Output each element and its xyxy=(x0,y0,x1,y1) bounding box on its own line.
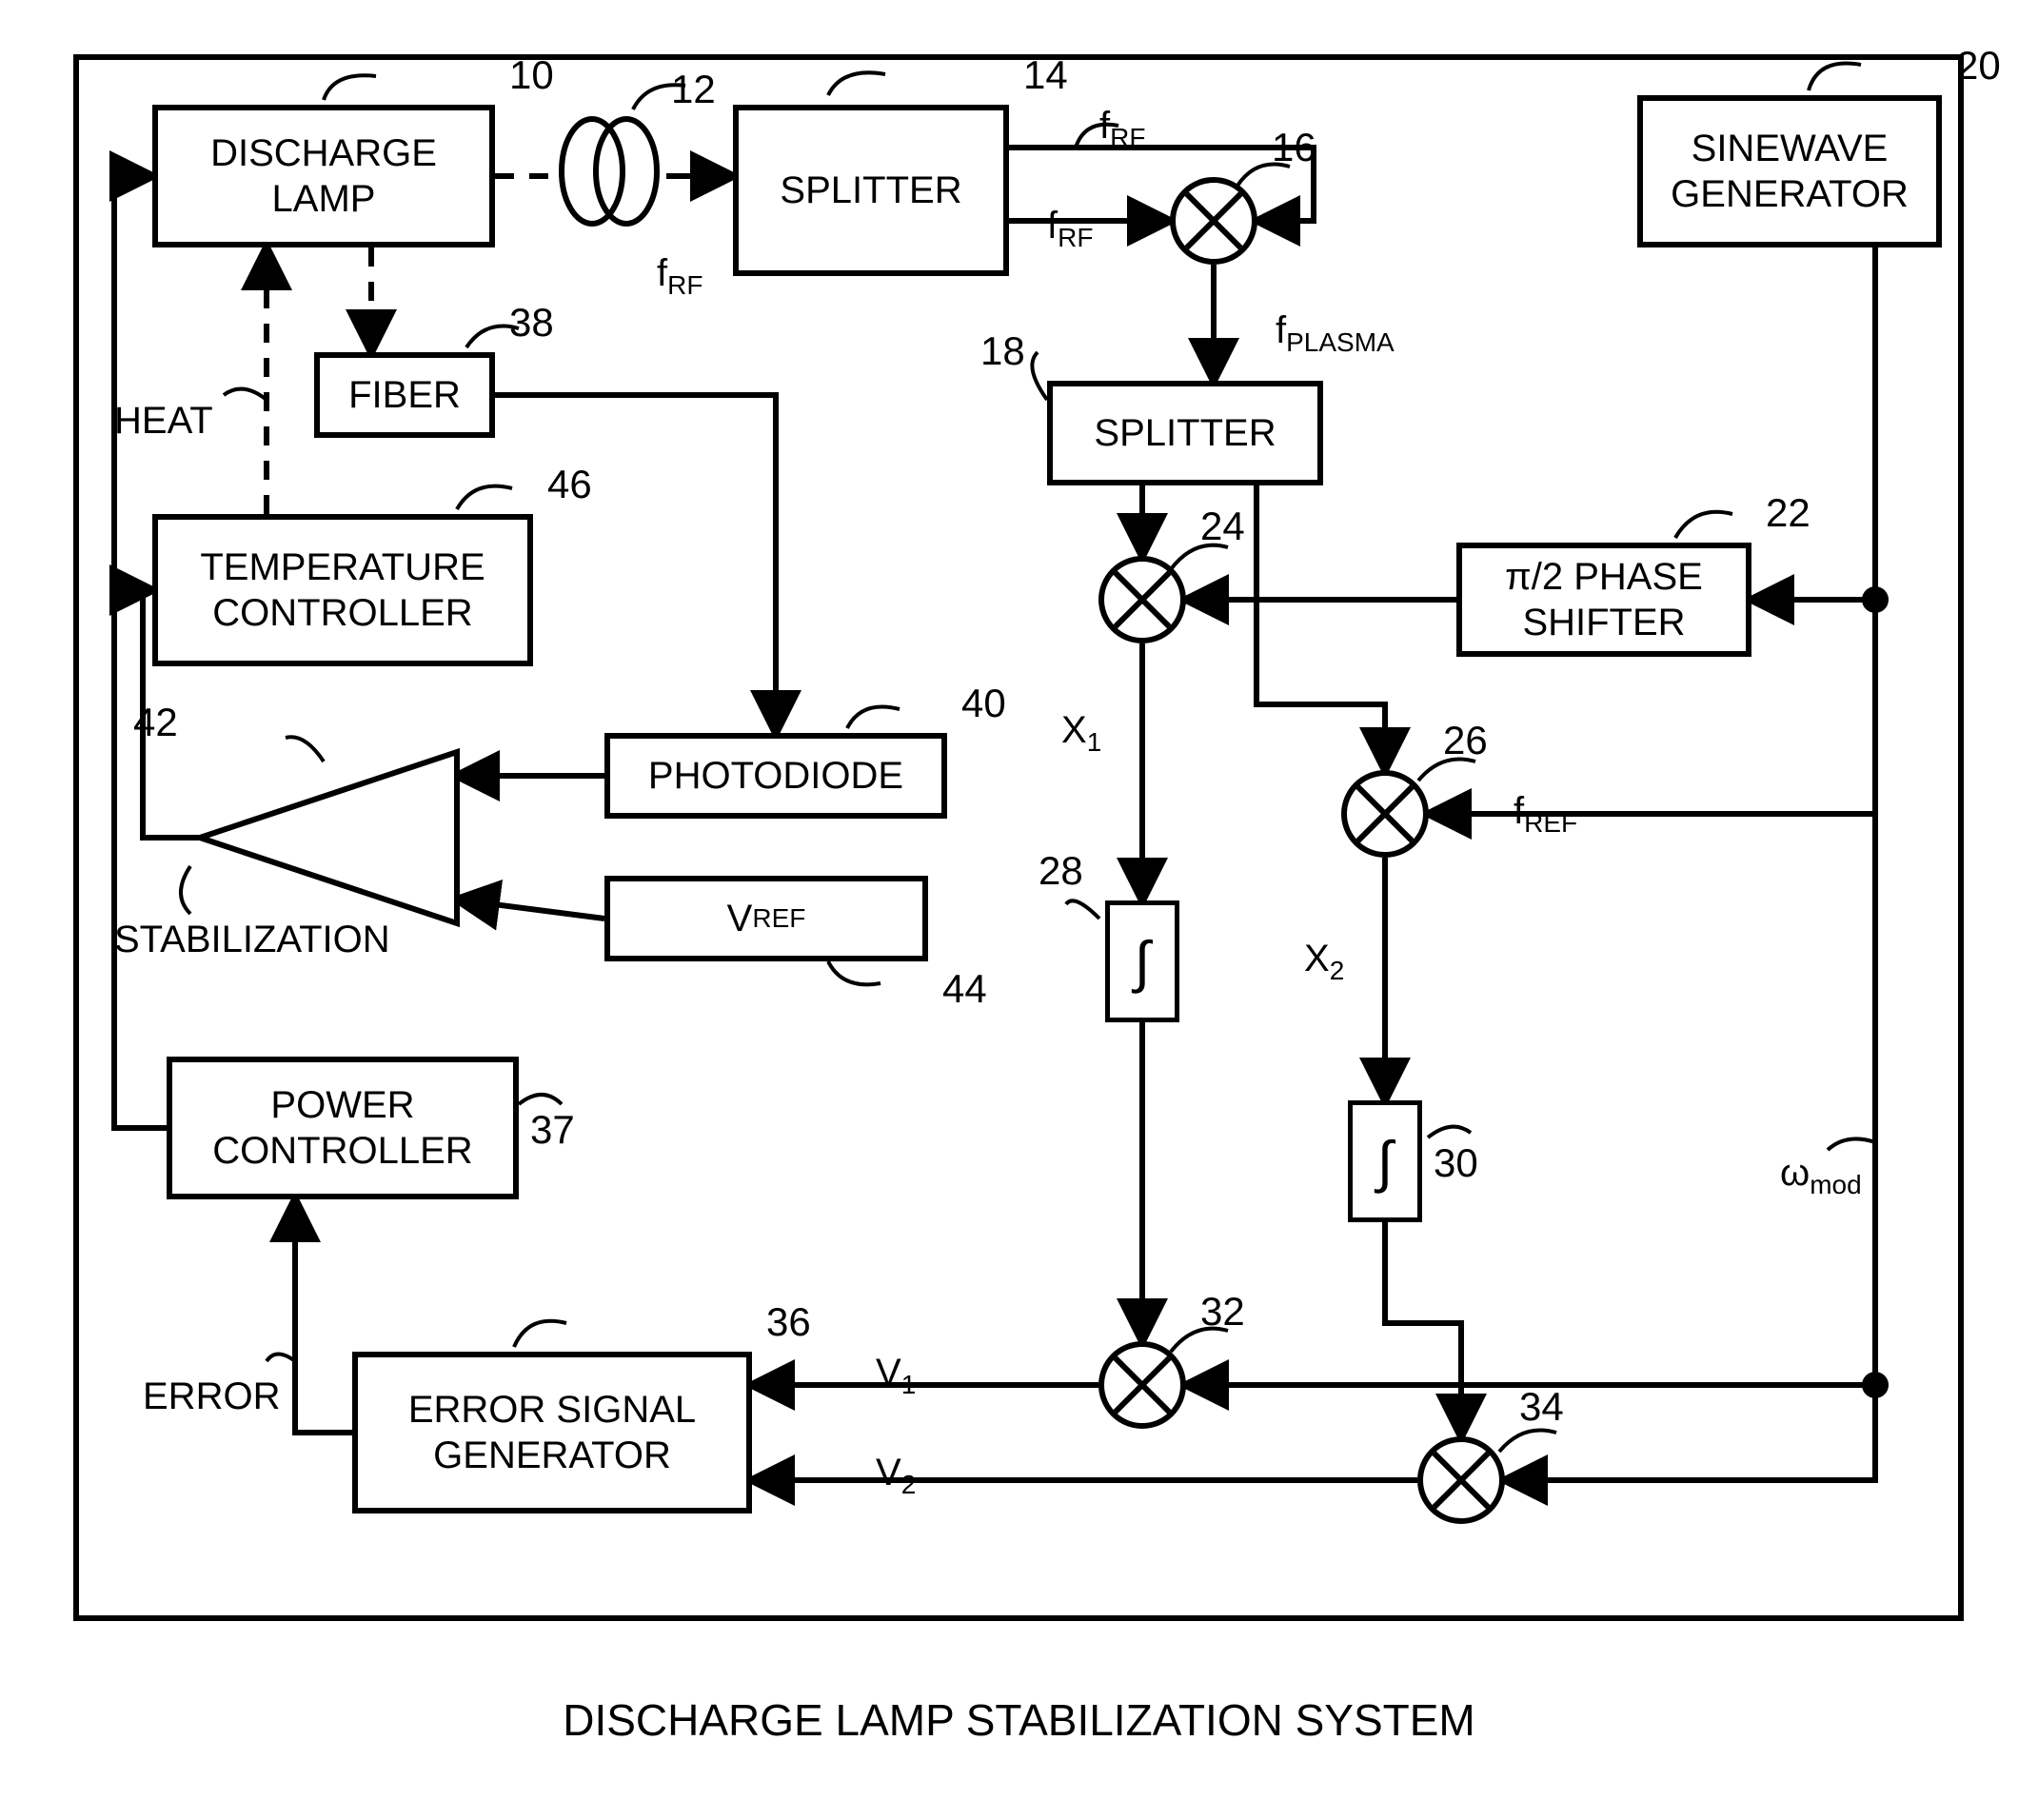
ref-22: 22 xyxy=(1766,490,1810,536)
ref-14: 14 xyxy=(1023,52,1068,98)
ref-36: 36 xyxy=(766,1299,811,1345)
ref-28: 28 xyxy=(1039,848,1083,894)
signal-label-error: ERROR xyxy=(143,1375,280,1418)
block-power_controller: POWERCONTROLLER xyxy=(167,1057,519,1199)
signal-label-v2: V2 xyxy=(876,1452,916,1500)
mixer-mixer_26 xyxy=(1341,770,1429,858)
block-sinewave_gen: SINEWAVEGENERATOR xyxy=(1637,95,1942,247)
signal-label-x1: X1 xyxy=(1061,709,1101,758)
ref-24: 24 xyxy=(1200,504,1245,549)
ref-40: 40 xyxy=(961,681,1006,726)
mixer-mixer_34 xyxy=(1417,1436,1505,1524)
signal-label-frf_mid: fRF xyxy=(1047,205,1093,253)
signal-label-x2: X2 xyxy=(1304,938,1344,986)
block-vref: VREF xyxy=(604,876,928,961)
integrator-integrator_30: ∫ xyxy=(1348,1100,1422,1222)
signal-label-heat: HEAT xyxy=(114,400,213,443)
ref-37: 37 xyxy=(530,1107,575,1153)
signal-label-v1: V1 xyxy=(876,1352,916,1400)
ref-18: 18 xyxy=(980,328,1025,374)
signal-label-fref: fREF xyxy=(1514,790,1577,839)
ref-42: 42 xyxy=(133,700,178,745)
ref-38: 38 xyxy=(509,300,554,346)
mixer-mixer_16 xyxy=(1170,177,1257,265)
block-splitter_14: SPLITTER xyxy=(733,105,1009,276)
ref-10: 10 xyxy=(509,52,554,98)
wiring-layer xyxy=(0,0,2038,1820)
block-phase_shifter: π/2 PHASESHIFTER xyxy=(1456,543,1751,657)
mixer-mixer_32 xyxy=(1098,1341,1186,1429)
ref-16: 16 xyxy=(1272,125,1316,170)
block-splitter_18: SPLITTER xyxy=(1047,381,1323,485)
ref-26: 26 xyxy=(1443,718,1488,763)
ref-12: 12 xyxy=(671,67,716,112)
signal-label-omega_mod: ωmod xyxy=(1780,1152,1862,1200)
block-temp_controller: TEMPERATURECONTROLLER xyxy=(152,514,533,666)
integrator-integrator_28: ∫ xyxy=(1105,900,1179,1022)
block-discharge_lamp: DISCHARGELAMP xyxy=(152,105,495,247)
diagram-canvas: DISCHARGE LAMP STABILIZATION SYSTEM DISC… xyxy=(0,0,2038,1820)
signal-label-stabilization: STABILIZATION xyxy=(114,919,390,961)
mixer-mixer_24 xyxy=(1098,556,1186,643)
ref-34: 34 xyxy=(1519,1384,1564,1430)
block-photodiode: PHOTODIODE xyxy=(604,733,947,819)
signal-label-fplasma: fPLASMA xyxy=(1276,309,1395,358)
block-error_sig_gen: ERROR SIGNALGENERATOR xyxy=(352,1352,752,1513)
ref-46: 46 xyxy=(547,462,592,507)
ref-32: 32 xyxy=(1200,1289,1245,1335)
signal-label-frf_coil: fRF xyxy=(657,252,702,301)
block-fiber: FIBER xyxy=(314,352,495,438)
ref-30: 30 xyxy=(1434,1140,1478,1186)
signal-label-frf_top: fRF xyxy=(1099,105,1145,153)
ref-20: 20 xyxy=(1956,43,2001,89)
diagram-title: DISCHARGE LAMP STABILIZATION SYSTEM xyxy=(0,1694,2038,1746)
ref-44: 44 xyxy=(942,966,987,1012)
